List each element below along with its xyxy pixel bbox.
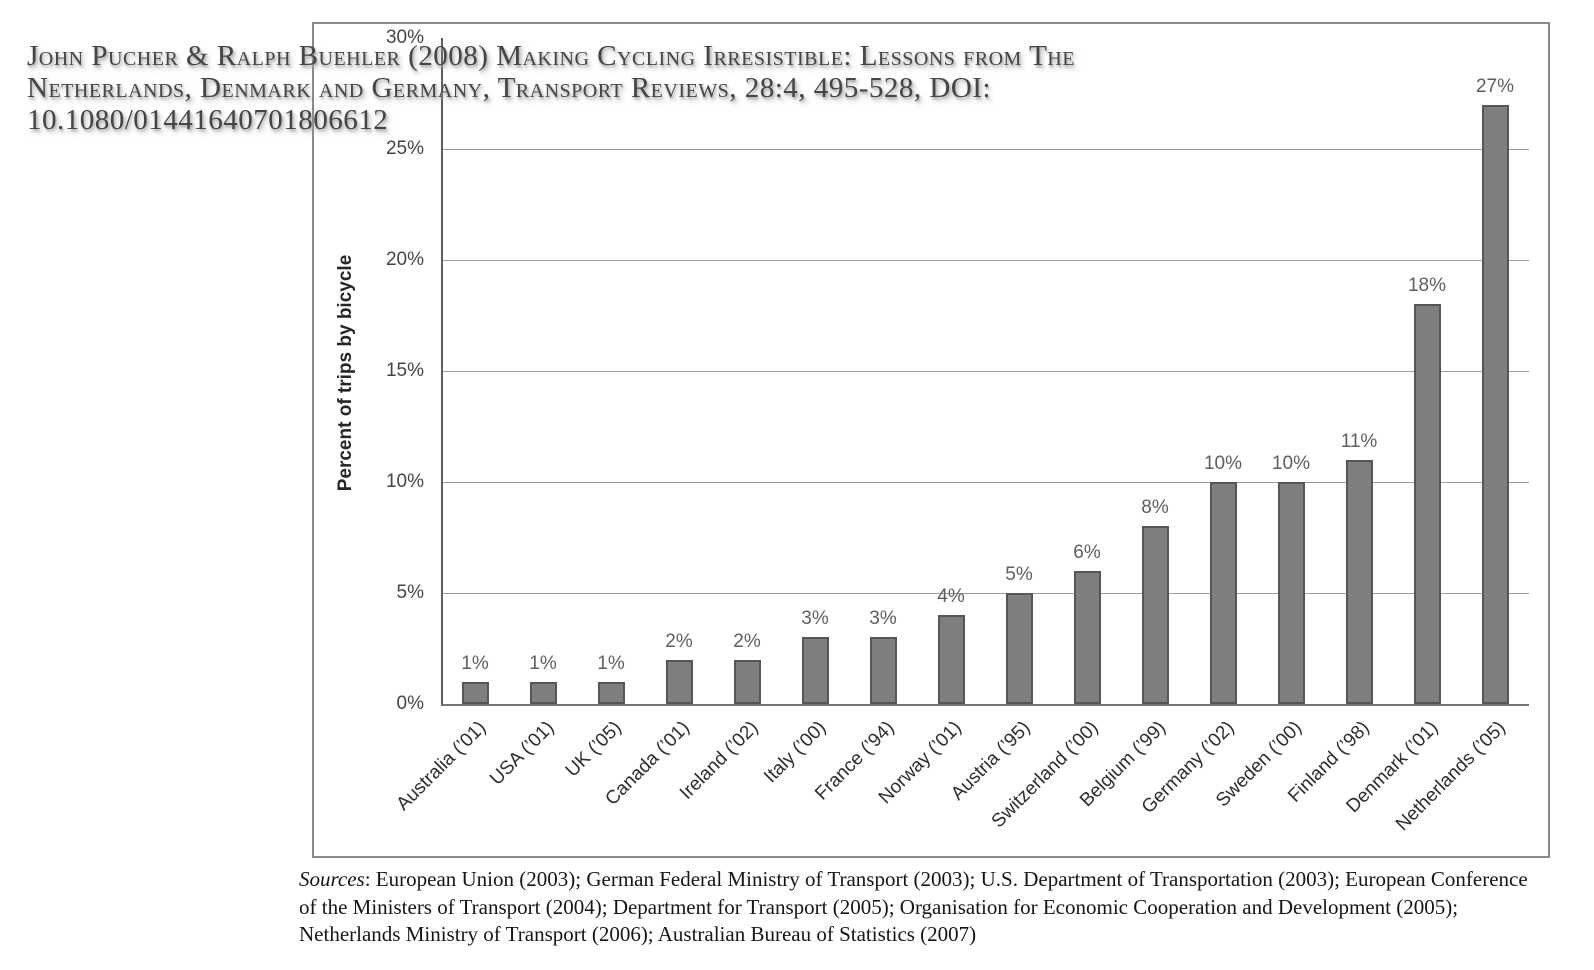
bar-Belgium (’99) (1141, 526, 1169, 704)
y-tick-label: 10% (385, 471, 424, 492)
sources-text: : European Union (2003); German Federal … (299, 867, 1528, 946)
citation-line-3: 10.1080/01441640701806612 (27, 104, 389, 136)
bar-Norway (’01) (937, 615, 965, 704)
y-tick-label: 5% (396, 582, 424, 603)
bar-value-label: 10% (1203, 453, 1243, 474)
bar-value-label: 5% (1005, 564, 1033, 585)
gridline-20pct (441, 260, 1529, 261)
bar-value-label: 10% (1271, 453, 1311, 474)
sources-note: Sources: European Union (2003); German F… (299, 866, 1547, 949)
bar-Finland (’98) (1345, 460, 1373, 704)
bar-Sweden (’00) (1277, 482, 1305, 704)
y-tick-label: 15% (385, 360, 424, 381)
bar-value-label: 1% (529, 653, 557, 674)
sources-label: Sources (299, 867, 365, 891)
bar-value-label: 2% (733, 631, 761, 652)
x-tick-label: Australia (’01) (392, 717, 491, 815)
bar-Canada (’01) (665, 660, 693, 704)
bar-value-label: 8% (1141, 497, 1169, 518)
x-tick-label: USA (’01) (485, 717, 559, 790)
bar-value-label: 27% (1475, 76, 1515, 97)
citation-line-2: Netherlands, Denmark and Germany, Transp… (27, 72, 992, 104)
chart-frame: 0% 5% 10% 15% 20% 25% 30% 1% Australia (’01) 1% US… (312, 22, 1550, 858)
bar-value-label: 2% (665, 631, 693, 652)
y-tick-label: 30% (385, 27, 424, 48)
bar-value-label: 4% (937, 586, 965, 607)
bar-USA (’01) (529, 682, 557, 704)
bar-Australia (’01) (461, 682, 489, 704)
y-tick-label: 0% (396, 693, 424, 714)
x-axis (441, 704, 1529, 706)
y-axis (441, 38, 443, 704)
x-tick-label: Italy (’00) (759, 717, 831, 788)
bar-value-label: 1% (461, 653, 489, 674)
gridline-25pct (441, 149, 1529, 150)
paper-citation: John Pucher & Ralph Buehler (2008) Makin… (27, 40, 1075, 136)
bar-Italy (’00) (801, 637, 829, 704)
bar-Germany (’02) (1209, 482, 1237, 704)
y-tick-label: 20% (385, 249, 424, 270)
bar-value-label: 3% (801, 608, 829, 629)
bar-Austria (’95) (1005, 593, 1033, 704)
bar-France (’94) (869, 637, 897, 704)
bar-UK (’05) (597, 682, 625, 704)
bar-Denmark (’01) (1413, 304, 1441, 704)
bar-value-label: 6% (1073, 542, 1101, 563)
bar-value-label: 3% (869, 608, 897, 629)
citation-line-1: John Pucher & Ralph Buehler (2008) Makin… (27, 40, 1075, 72)
bar-Switzerland (’00) (1073, 571, 1101, 704)
x-tick-label: UK (’05) (561, 717, 627, 782)
gridline-10pct (441, 482, 1529, 483)
bar-Netherlands (’05) (1481, 105, 1509, 704)
bar-value-label: 1% (597, 653, 625, 674)
bar-Ireland (’02) (733, 660, 761, 704)
gridline-5pct (441, 593, 1529, 594)
y-tick-label: 25% (385, 138, 424, 159)
bar-value-label: 11% (1340, 431, 1378, 452)
y-axis-title: Percent of trips by bicycle (335, 254, 356, 492)
bar-value-label: 18% (1407, 275, 1447, 296)
gridline-15pct (441, 371, 1529, 372)
